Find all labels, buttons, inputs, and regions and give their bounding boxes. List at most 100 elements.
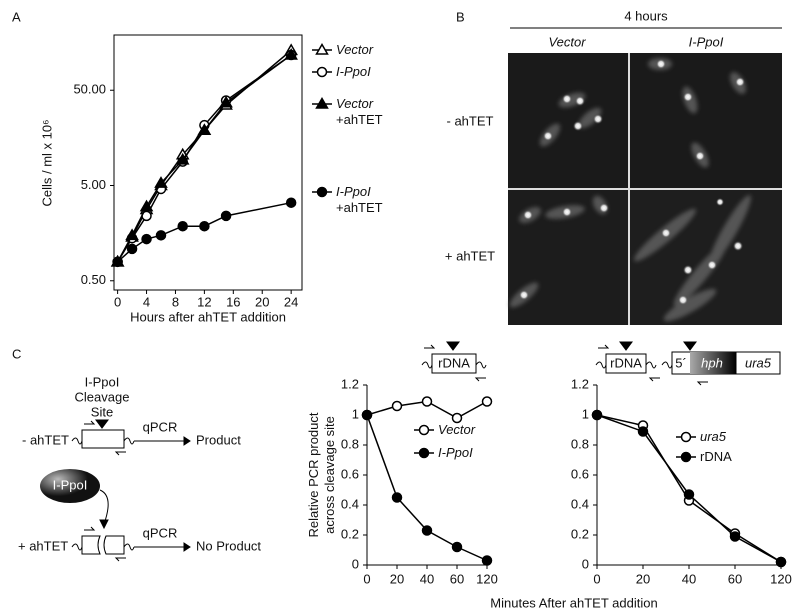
column-label: Vector	[548, 34, 586, 49]
y-tick-label: 0.8	[341, 436, 359, 451]
marker	[126, 243, 138, 255]
marker	[481, 396, 493, 407]
y-tick-label: 1	[582, 406, 589, 421]
legend-label: Vector +ahTET	[336, 96, 383, 127]
construct-label: hph	[701, 355, 723, 370]
row-label: - ahTET	[447, 113, 494, 128]
marker	[418, 447, 430, 459]
x-tick-label: 120	[770, 571, 792, 586]
condition: + ahTET	[18, 538, 68, 553]
marker	[199, 220, 210, 232]
legend-label: I-PpoI	[336, 64, 371, 79]
marker	[451, 541, 463, 553]
x-tick-label: 24	[284, 294, 298, 309]
x-tick-label: 4	[143, 294, 150, 309]
method: qPCR	[143, 419, 178, 434]
x-tick-label: 60	[728, 571, 742, 586]
x-tick-label: 20	[636, 571, 650, 586]
construct	[421, 341, 781, 386]
x-tick-label: 60	[450, 571, 464, 586]
y-tick-label: 0.6	[341, 466, 359, 481]
y-tick-label: 0.4	[571, 496, 589, 511]
y-tick-label: 5.00	[81, 177, 106, 192]
panel-label: C	[12, 346, 21, 361]
enzyme: I-PpoI	[53, 477, 88, 492]
y-tick-label: 0.2	[571, 526, 589, 541]
y-tick-label: 0	[352, 556, 359, 571]
panel-label: B	[456, 9, 465, 24]
row-label: + ahTET	[445, 248, 495, 263]
marker	[112, 256, 123, 268]
y-tick-label: 0.6	[571, 466, 589, 481]
x-axis-label: Hours after ahTET addition	[130, 309, 286, 324]
outcome: Product	[196, 432, 241, 447]
panel-label: A	[12, 9, 21, 24]
marker	[481, 555, 493, 566]
marker	[316, 66, 328, 78]
x-tick-label: 120	[476, 571, 498, 586]
y-axis-label: Relative PCR product across cleavage sit…	[306, 412, 337, 538]
y-axis-label: Cells / ml x 10⁶	[39, 120, 54, 207]
y-tick-label: 0.8	[571, 436, 589, 451]
x-tick-label: 40	[682, 571, 696, 586]
construct-label: 5´	[675, 355, 687, 370]
marker	[177, 220, 188, 232]
marker	[451, 412, 463, 424]
marker	[391, 492, 403, 503]
marker	[591, 409, 603, 421]
site-label: Site	[91, 404, 113, 419]
x-tick-label: 12	[197, 294, 211, 309]
marker	[729, 531, 741, 542]
x-tick-label: 8	[172, 294, 179, 309]
marker	[637, 426, 649, 437]
micrograph	[630, 53, 782, 188]
marker	[680, 451, 692, 463]
marker	[141, 233, 152, 245]
y-tick-label: 0.2	[341, 526, 359, 541]
marker	[316, 186, 328, 198]
marker	[125, 228, 139, 241]
legend-label: ura5	[700, 429, 727, 444]
x-tick-label: 20	[390, 571, 404, 586]
marker	[219, 95, 233, 108]
x-axis-label: Minutes After ahTET addition	[490, 595, 657, 610]
legend-label: Vector	[336, 42, 374, 57]
y-tick-label: 50.00	[73, 82, 106, 97]
x-tick-label: 20	[255, 294, 269, 309]
y-tick-label: 1	[352, 406, 359, 421]
marker	[391, 400, 403, 412]
marker	[680, 431, 692, 443]
marker	[683, 489, 695, 500]
legend-label: Vector	[438, 422, 476, 437]
micrograph	[508, 53, 628, 188]
y-tick-label: 0.4	[341, 496, 359, 511]
micrograph-title: 4 hours	[624, 8, 668, 23]
marker	[220, 210, 232, 222]
column-label: I-PpoI	[689, 34, 724, 49]
marker	[421, 396, 433, 407]
legend-label: I-PpoI +ahTET	[336, 184, 383, 215]
outcome: No Product	[196, 538, 261, 553]
micrograph	[630, 190, 782, 325]
site-label: I-PpoI	[85, 374, 120, 389]
y-tick-label: 1.2	[571, 376, 589, 391]
legend-label: I-PpoI	[438, 445, 473, 460]
marker	[315, 97, 329, 109]
condition: - ahTET	[22, 432, 69, 447]
marker	[284, 48, 298, 60]
marker	[285, 197, 297, 208]
x-tick-label: 0	[593, 571, 600, 586]
marker	[155, 230, 167, 241]
construct-label: rDNA	[610, 355, 642, 370]
marker	[139, 199, 154, 212]
marker	[175, 152, 190, 165]
plot-frame	[113, 34, 303, 291]
x-tick-label: 0	[363, 571, 370, 586]
construct-label: rDNA	[438, 355, 470, 370]
x-tick-label: 16	[226, 294, 240, 309]
x-tick-label: 40	[420, 571, 434, 586]
marker	[775, 556, 787, 568]
y-tick-label: 1.2	[341, 376, 359, 391]
marker	[197, 123, 212, 136]
